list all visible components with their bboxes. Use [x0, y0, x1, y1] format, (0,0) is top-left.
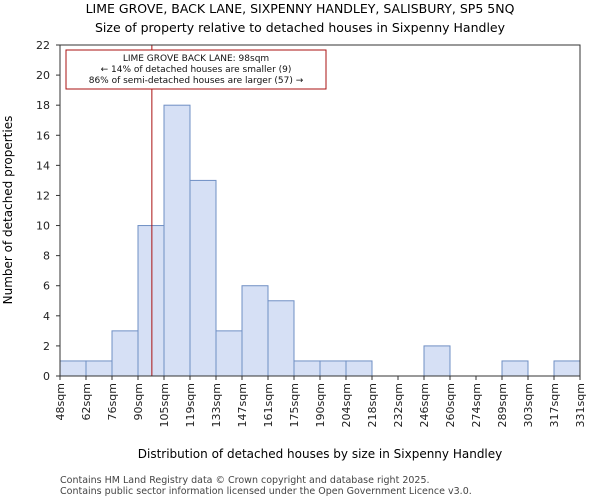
y-axis-label: Number of detached properties — [1, 116, 15, 305]
chart-subtitle: Size of property relative to detached ho… — [95, 20, 506, 35]
bar — [137, 225, 165, 377]
bar — [345, 360, 373, 377]
footer-line-1: Contains HM Land Registry data © Crown c… — [60, 475, 430, 486]
x-tick-label: 119sqm — [184, 383, 197, 427]
x-tick-label: 175sqm — [288, 383, 301, 427]
bar — [111, 330, 139, 377]
chart-title: LIME GROVE, BACK LANE, SIXPENNY HANDLEY,… — [86, 1, 515, 16]
x-tick-label: 232sqm — [392, 383, 405, 427]
x-tick-label: 161sqm — [262, 383, 275, 427]
x-tick-label: 274sqm — [470, 383, 483, 427]
y-tick-label: 8 — [43, 250, 50, 263]
x-tick-label: 246sqm — [418, 383, 431, 427]
footer-line-2: Contains public sector information licen… — [60, 486, 472, 497]
annotation-line-2: ← 14% of detached houses are smaller (9) — [101, 65, 292, 75]
annotation-box — [65, 49, 327, 90]
y-tick-label: 10 — [36, 220, 50, 233]
x-tick-label: 62sqm — [80, 383, 93, 420]
annotation-line-3: 86% of semi-detached houses are larger (… — [89, 76, 304, 86]
annotation-line-1: LIME GROVE BACK LANE: 98sqm — [123, 54, 269, 64]
y-tick-label: 18 — [36, 99, 50, 112]
x-tick-label: 76sqm — [106, 383, 119, 420]
y-tick-label: 0 — [43, 370, 50, 383]
bar — [189, 179, 217, 377]
y-tick-label: 6 — [43, 280, 50, 293]
y-tick-label: 16 — [36, 129, 50, 142]
bar — [163, 104, 191, 377]
x-axis-ticks: 48sqm 62sqm 76sqm 90sqm 105sqm 119sqm 133sqm 14… — [54, 376, 587, 427]
bar — [293, 360, 321, 377]
x-tick-label: 218sqm — [366, 383, 379, 427]
x-tick-label: 48sqm — [54, 383, 67, 420]
x-tick-label: 133sqm — [210, 383, 223, 427]
bars — [59, 104, 581, 377]
x-tick-label: 147sqm — [236, 383, 249, 427]
y-tick-label: 14 — [36, 159, 50, 172]
x-tick-label: 204sqm — [340, 383, 353, 427]
x-tick-label: 289sqm — [496, 383, 509, 427]
y-axis-ticks: 0 2 4 6 8 10 12 14 16 18 20 22 — [36, 39, 60, 383]
x-tick-label: 260sqm — [444, 383, 457, 427]
y-tick-label: 12 — [36, 189, 50, 202]
bar — [85, 360, 113, 377]
bar — [267, 300, 295, 377]
x-tick-label: 190sqm — [314, 383, 327, 427]
bar — [423, 345, 451, 377]
x-tick-label: 90sqm — [132, 383, 145, 420]
y-tick-label: 4 — [43, 310, 50, 323]
x-tick-label: 331sqm — [574, 383, 587, 427]
plot-frame — [59, 44, 581, 377]
bar — [501, 360, 529, 377]
x-axis-label: Distribution of detached houses by size … — [138, 447, 503, 461]
bar — [553, 360, 581, 377]
y-tick-label: 20 — [36, 69, 50, 82]
bar — [319, 360, 347, 377]
x-tick-label: 105sqm — [158, 383, 171, 427]
bar — [59, 360, 87, 377]
bar — [241, 285, 269, 377]
y-tick-label: 2 — [43, 340, 50, 353]
bar — [215, 330, 243, 377]
x-tick-label: 303sqm — [522, 383, 535, 427]
y-tick-label: 22 — [36, 39, 50, 52]
x-tick-label: 317sqm — [548, 383, 561, 427]
